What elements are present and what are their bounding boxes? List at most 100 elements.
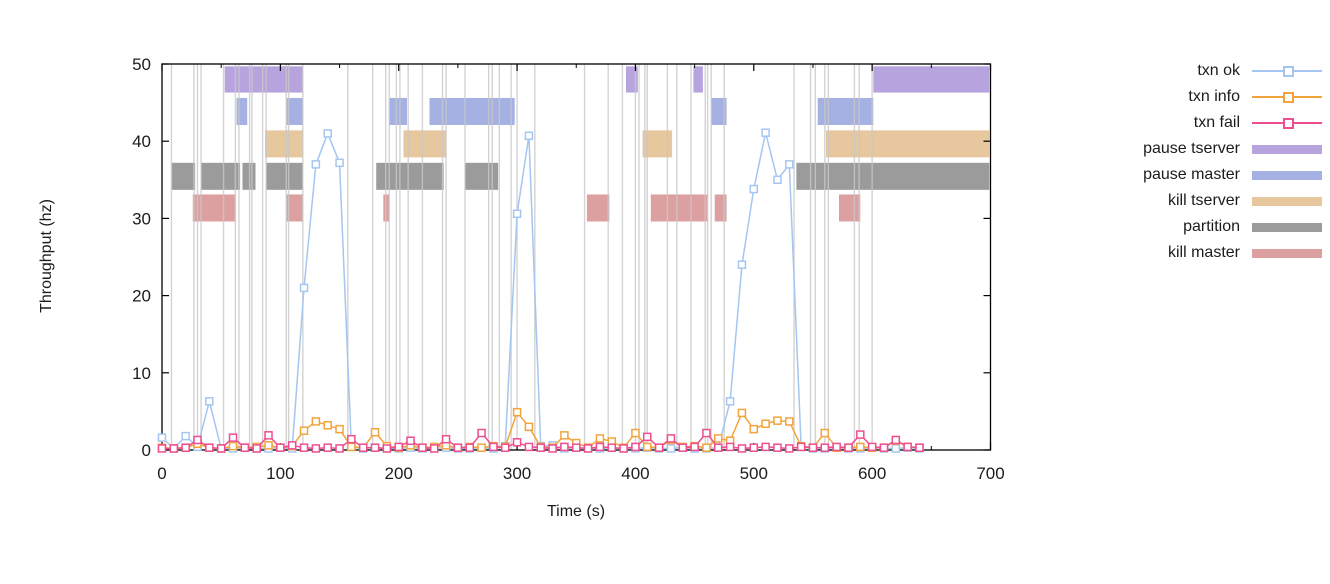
x-tick-label: 0 xyxy=(157,464,166,483)
series-marker-txn-fail xyxy=(252,444,261,453)
legend-label: pause master xyxy=(1143,166,1240,183)
event-band-pause-tserver xyxy=(224,66,303,93)
event-band-partition xyxy=(171,162,196,190)
series-marker-txn-fail xyxy=(536,443,545,452)
y-axis-label: Throughput (hz) xyxy=(38,199,55,313)
x-tick-label: 600 xyxy=(858,464,886,483)
x-tick-label: 100 xyxy=(266,464,294,483)
event-band-kill-master xyxy=(586,194,610,222)
event-band-pause-master xyxy=(817,97,874,125)
legend-row-txn-fail: txn fail xyxy=(1052,110,1324,136)
series-marker-txn-ok xyxy=(311,160,321,169)
series-marker-txn-info xyxy=(311,417,321,426)
series-marker-txn-fail xyxy=(299,443,309,452)
series-marker-txn-fail xyxy=(524,442,534,452)
event-band-pause-master xyxy=(389,97,407,125)
series-marker-txn-fail xyxy=(264,431,273,440)
series-marker-txn-fail xyxy=(832,442,841,452)
series-marker-txn-fail xyxy=(737,444,747,453)
series-marker-txn-info xyxy=(820,428,830,438)
series-marker-txn-info xyxy=(228,441,238,451)
y-tick-label: 30 xyxy=(132,209,151,228)
legend-row-kill-tserver: kill tserver xyxy=(1052,188,1324,214)
series-marker-txn-fail xyxy=(394,442,403,452)
series-marker-txn-fail xyxy=(702,428,711,438)
x-tick-label: 400 xyxy=(621,464,649,483)
series-marker-txn-fail xyxy=(595,442,605,452)
legend-label: pause tserver xyxy=(1143,140,1240,157)
legend-sample-band xyxy=(1252,197,1322,206)
event-band-pause-master xyxy=(429,97,515,125)
series-marker-txn-fail xyxy=(867,442,877,452)
series-marker-txn-fail xyxy=(725,442,735,452)
series-marker-txn-fail xyxy=(382,444,392,453)
series-marker-txn-info xyxy=(595,434,605,443)
series-marker-txn-ok xyxy=(749,184,759,194)
series-marker-txn-fail xyxy=(477,428,486,438)
legend-row-pause-master: pause master xyxy=(1052,162,1324,188)
event-band-kill-tserver xyxy=(403,130,447,158)
series-marker-txn-fail xyxy=(690,442,699,452)
series-marker-txn-fail xyxy=(370,443,380,452)
series-marker-txn-fail xyxy=(323,443,332,452)
series-marker-txn-fail xyxy=(714,443,723,452)
series-marker-txn-ok xyxy=(725,397,735,406)
series-marker-txn-fail xyxy=(216,444,226,453)
series-marker-txn-fail xyxy=(808,443,818,452)
series-marker-txn-fail xyxy=(465,443,474,452)
series-marker-txn-fail xyxy=(773,443,782,452)
legend-row-txn-info: txn info xyxy=(1052,84,1324,110)
open-square-marker-icon xyxy=(1283,118,1294,129)
series-marker-txn-fail xyxy=(335,444,344,453)
series-marker-txn-fail xyxy=(879,443,889,452)
series-marker-txn-info xyxy=(631,428,640,438)
series-marker-txn-fail xyxy=(276,443,285,452)
series-marker-txn-ok xyxy=(205,397,214,406)
series-marker-txn-fail xyxy=(358,443,368,452)
event-band-pause-tserver xyxy=(873,66,990,93)
legend-band-swatch xyxy=(1252,219,1322,235)
series-marker-txn-fail xyxy=(418,443,427,452)
series-marker-txn-ok xyxy=(891,444,901,453)
series-marker-txn-fail xyxy=(607,443,617,452)
series-marker-txn-fail xyxy=(548,444,557,453)
series-marker-txn-ok xyxy=(299,283,309,293)
legend-label: txn info xyxy=(1188,88,1240,105)
series-marker-txn-fail xyxy=(643,432,652,442)
series-marker-txn-fail xyxy=(181,443,190,452)
event-band-kill-master xyxy=(714,194,727,222)
event-band-kill-tserver xyxy=(264,130,303,158)
series-marker-txn-fail xyxy=(915,443,924,452)
series-marker-txn-ok xyxy=(737,260,747,269)
series-marker-txn-ok xyxy=(666,444,676,453)
series-marker-txn-fail xyxy=(429,444,439,453)
series-marker-txn-fail xyxy=(560,442,569,452)
series-marker-txn-info xyxy=(761,419,770,429)
series-marker-txn-fail xyxy=(512,438,522,447)
event-band-partition xyxy=(376,162,444,190)
series-marker-txn-fail xyxy=(844,443,853,452)
series-marker-txn-info xyxy=(856,442,865,452)
legend-sample-band xyxy=(1252,171,1322,180)
legend-sample-band xyxy=(1252,249,1322,258)
series-marker-txn-fail xyxy=(193,435,202,445)
legend-label: kill master xyxy=(1167,244,1240,261)
series-marker-txn-fail xyxy=(678,443,688,452)
series-marker-txn-ok xyxy=(761,128,770,137)
legend-label: txn fail xyxy=(1193,114,1240,131)
series-marker-txn-ok xyxy=(157,433,167,442)
series-marker-txn-info xyxy=(299,426,309,435)
series-marker-txn-info xyxy=(323,421,332,430)
legend-band-swatch xyxy=(1252,141,1322,157)
series-marker-txn-info xyxy=(560,431,569,440)
series-marker-txn-fail xyxy=(489,442,498,452)
series-marker-txn-info xyxy=(643,442,652,452)
series-marker-txn-fail xyxy=(228,433,238,442)
series-marker-txn-fail xyxy=(157,444,167,453)
series-marker-txn-fail xyxy=(169,444,179,453)
series-marker-txn-fail xyxy=(453,443,463,452)
legend: txn ok txn info txn fail pause tserver pause… xyxy=(1052,58,1324,266)
y-tick-label: 40 xyxy=(132,132,151,151)
